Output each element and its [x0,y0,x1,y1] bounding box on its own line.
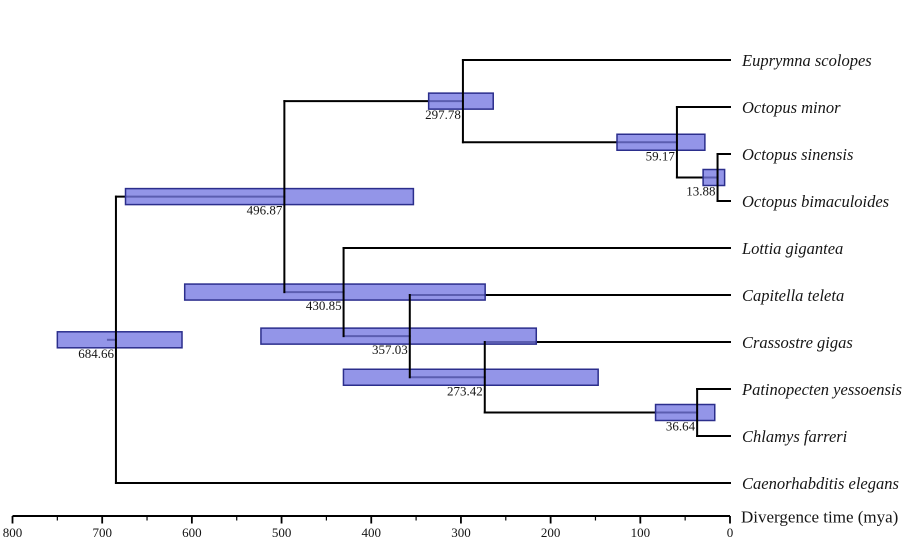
node-age-label-357.03: 357.03 [372,342,408,357]
node-age-label-273.42: 273.42 [447,383,483,398]
node-age-labels-layer: 13.88 59.17 297.78 36.64 273.42 357.03 430.85 4… [78,107,715,433]
node-age-label-430.85: 430.85 [306,298,342,313]
axis-tick-label-0: 0 [727,525,734,540]
node-age-label-13.88: 13.88 [686,184,715,199]
tip-label-caenorhabditis-elegans: Caenorhabditis elegans [742,474,899,493]
tip-labels-layer: Euprymna scolopes Octopus minor Octopus si… [741,51,902,493]
axis-title: Divergence time (mya) [741,508,898,527]
branch-lines-layer [106,59,731,484]
hpd-bars-layer [56,92,726,422]
node-age-label-36.64: 36.64 [666,419,696,434]
tip-label-crassostre-gigas: Crassostre gigas [742,333,853,352]
axis-tick-label-200: 200 [541,525,561,540]
axis-tick-label-300: 300 [451,525,471,540]
axis-tick-label-100: 100 [631,525,651,540]
tip-label-chlamys-farreri: Chlamys farreri [742,427,848,446]
node-age-label-297.78: 297.78 [425,107,461,122]
tip-label-octopus-minor: Octopus minor [742,98,841,117]
time-axis: 800 700 600 500 400 300 200 100 0 [3,515,734,540]
hpd-bar-node-36.64 [654,403,716,422]
tip-label-lottia-gigantea: Lottia gigantea [741,239,843,258]
hpd-bar-node-13.88 [702,168,726,187]
axis-tick-label-700: 700 [92,525,112,540]
hpd-bar-node-684.66 [56,331,183,349]
axis-tick-label-600: 600 [182,525,202,540]
hpd-bar-node-273.42 [342,368,599,386]
hpd-bar-node-297.78 [427,92,494,110]
tip-label-capitella-teleta: Capitella teleta [742,286,844,305]
node-age-label-496.87: 496.87 [247,203,283,218]
hpd-bar-node-59.17 [616,133,706,151]
tip-label-euprymna-scolopes: Euprymna scolopes [741,51,872,70]
node-vertical-lines-layer [114,59,719,484]
tip-label-octopus-sinensis: Octopus sinensis [742,145,853,164]
node-age-label-684.66: 684.66 [78,346,114,361]
axis-tick-label-500: 500 [272,525,292,540]
axis-tick-label-800: 800 [3,525,23,540]
tip-label-octopus-bimaculoides: Octopus bimaculoides [742,192,889,211]
hpd-bar-node-496.87 [124,187,415,206]
axis-tick-label-400: 400 [362,525,382,540]
hpd-bar-node-357.03 [260,327,538,345]
node-age-label-59.17: 59.17 [646,148,676,163]
tip-label-patinopecten-yessoensis: Patinopecten yessoensis [741,380,902,399]
